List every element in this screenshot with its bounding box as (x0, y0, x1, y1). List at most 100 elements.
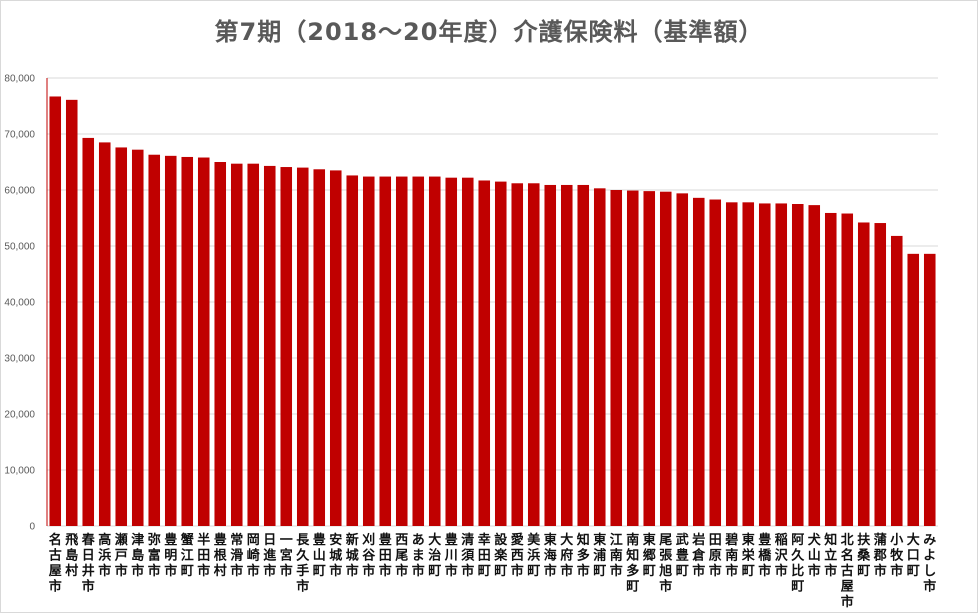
x-category-label: 尾張旭市 (658, 533, 673, 595)
x-category-label: 扶桑町 (856, 532, 871, 579)
bar (82, 137, 95, 527)
bar (610, 190, 623, 526)
x-category-label: 新城市 (346, 532, 359, 579)
x-category-label: 稲沢市 (775, 532, 789, 579)
bar (923, 253, 936, 526)
bar (577, 184, 590, 526)
bar (214, 162, 227, 526)
y-tick-label: 60,000 (4, 186, 35, 197)
x-category-label: 東浦町 (593, 532, 606, 579)
bar (709, 199, 722, 526)
x-category-label: 北名古屋市 (841, 533, 854, 610)
bar (659, 191, 672, 526)
x-category-label: 津島市 (131, 532, 144, 579)
x-category-label: 一宮市 (280, 533, 293, 579)
x-category-label: 瀬戸市 (115, 532, 128, 579)
bar (412, 176, 425, 526)
bar (395, 176, 408, 526)
x-category-label: 半田市 (197, 532, 210, 579)
x-category-label: 武豊町 (676, 532, 689, 579)
y-tick-label: 50,000 (4, 242, 35, 253)
x-category-label: みよし市 (923, 533, 936, 595)
x-category-label: 蟹江町 (180, 532, 194, 579)
y-tick-label: 20,000 (4, 410, 35, 421)
bar (379, 176, 392, 526)
gridlines (47, 77, 938, 527)
x-category-label: 美浜町 (527, 532, 541, 579)
bar (791, 204, 804, 526)
bar (676, 193, 689, 527)
bar (742, 202, 755, 526)
x-category-label: 犬山市 (808, 532, 822, 579)
x-category-label: 碧南市 (724, 532, 738, 579)
y-tick-label: 30,000 (4, 354, 35, 365)
x-category-label: 江南市 (610, 532, 623, 579)
y-tick-label: 70,000 (4, 130, 35, 141)
y-tick-label: 40,000 (4, 298, 35, 309)
bar (527, 183, 540, 526)
bar (313, 169, 326, 526)
bar (874, 223, 887, 527)
x-category-label: 愛西市 (511, 532, 524, 579)
x-category-label: 弥富市 (148, 532, 161, 579)
chart-title: 第7期（2018～20年度）介護保険料（基準額） (214, 18, 764, 46)
x-category-label: 小牧市 (890, 533, 904, 579)
x-category-label: 大治町 (428, 532, 441, 579)
x-category-label: 長久手市 (296, 533, 310, 595)
bar (131, 149, 144, 526)
x-category-label: 豊田市 (379, 532, 392, 579)
bar (775, 203, 788, 526)
bar (461, 177, 474, 526)
x-category-label: 東郷町 (643, 532, 656, 579)
bar (296, 167, 309, 526)
bar (280, 167, 293, 527)
bar (593, 188, 606, 526)
bar (247, 163, 260, 526)
x-category-label: 東海市 (544, 532, 557, 579)
x-category-label: 大府市 (560, 532, 573, 579)
x-category-label: 高浜市 (98, 532, 111, 579)
bar (346, 175, 359, 526)
bar (263, 165, 276, 527)
x-category-label: 豊明市 (164, 532, 177, 579)
x-axis-labels: 名古屋市飛島村春日井市高浜市瀬戸市津島市弥富市豊明市蟹江町半田市豊根村常滑市岡崎… (49, 532, 937, 610)
bar (841, 213, 854, 526)
y-tick-label: 80,000 (4, 74, 35, 85)
x-category-label: 常滑市 (230, 532, 243, 579)
bar (725, 202, 738, 526)
bar (164, 155, 177, 526)
bar (626, 190, 639, 526)
bar (907, 253, 920, 526)
bar (643, 191, 656, 526)
bar (115, 147, 128, 526)
bar (560, 184, 573, 526)
x-category-label: 大口町 (907, 532, 920, 579)
x-category-label: 南知多町 (626, 532, 639, 595)
bar (197, 157, 210, 526)
x-category-label: 日進市 (263, 533, 276, 579)
x-category-label: 知立市 (824, 532, 837, 579)
x-category-label: 豊山町 (313, 532, 326, 579)
bar (890, 235, 903, 527)
bar (511, 183, 524, 526)
x-category-label: 設楽町 (493, 532, 508, 579)
x-category-label: 幸田町 (478, 532, 491, 579)
x-category-label: 知多市 (577, 532, 590, 579)
x-category-label: 豊川市 (444, 532, 458, 579)
x-category-label: 阿久比町 (791, 533, 805, 595)
bar (857, 222, 870, 527)
x-category-label: 飛島村 (64, 533, 78, 579)
bar (65, 99, 78, 526)
x-category-label: 名古屋市 (49, 532, 62, 595)
x-category-label: あま市 (412, 533, 425, 579)
x-category-label: 東栄町 (741, 532, 756, 579)
bar (428, 176, 441, 526)
y-tick-label: 0 (29, 522, 35, 533)
bar (494, 181, 507, 526)
bar (329, 170, 342, 526)
x-category-label: 蒲郡市 (873, 532, 887, 579)
bar (230, 163, 243, 526)
bars (49, 96, 936, 527)
bar (808, 205, 821, 526)
